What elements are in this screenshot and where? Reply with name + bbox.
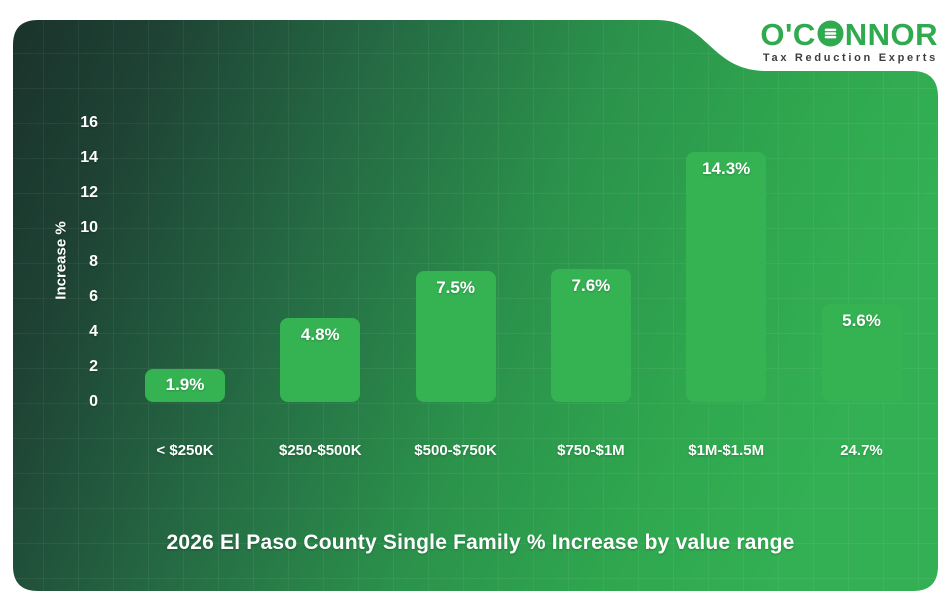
y-tick-label: 12 [80, 183, 98, 201]
logo-tagline: Tax Reduction Experts [762, 52, 938, 64]
bar-value-label: 7.5% [436, 278, 475, 298]
y-tick-label: 10 [80, 218, 98, 236]
bar-value-label: 4.8% [300, 325, 340, 345]
bar: 4.8% [280, 318, 361, 402]
y-tick-label: 6 [89, 288, 98, 306]
y-tick-label: 4 [89, 323, 98, 341]
bar: 7.5% [415, 271, 496, 402]
oconnor-logo: O'C NNOR Tax Reduction Experts [760, 19, 938, 65]
y-tick-label: 16 [80, 113, 98, 131]
x-category-label: $1M-$1.5M [688, 442, 765, 459]
bar: 7.6% [550, 269, 631, 402]
bar: 14.3% [686, 152, 767, 402]
x-category-label: 24.7% [840, 442, 883, 459]
bar: 5.6% [821, 304, 902, 402]
bar-value-label: 7.6% [571, 276, 611, 296]
chart-title: 2026 El Paso County Single Family % Incr… [166, 531, 795, 554]
x-category-label: $500-$750K [414, 442, 497, 459]
y-tick-label: 14 [80, 148, 98, 166]
bar-value-label: 5.6% [842, 311, 881, 331]
y-tick-label: 8 [89, 253, 98, 271]
y-tick-label: 0 [89, 393, 98, 410]
logo-wordmark-pre: O'C [760, 17, 816, 52]
y-tick-label: 2 [89, 358, 98, 376]
bar-value-label: 1.9% [165, 375, 205, 395]
x-category-label: $750-$1M [557, 442, 625, 459]
x-category-label: < $250K [156, 442, 214, 459]
bar-value-label: 14.3% [702, 159, 751, 179]
logo-wordmark: O'C NNOR [760, 19, 938, 51]
x-category-label: $250-$500K [279, 442, 362, 459]
logo-coin-icon [817, 20, 844, 47]
bar: 1.9% [145, 368, 225, 402]
logo-wordmark-post: NNOR [844, 17, 938, 52]
